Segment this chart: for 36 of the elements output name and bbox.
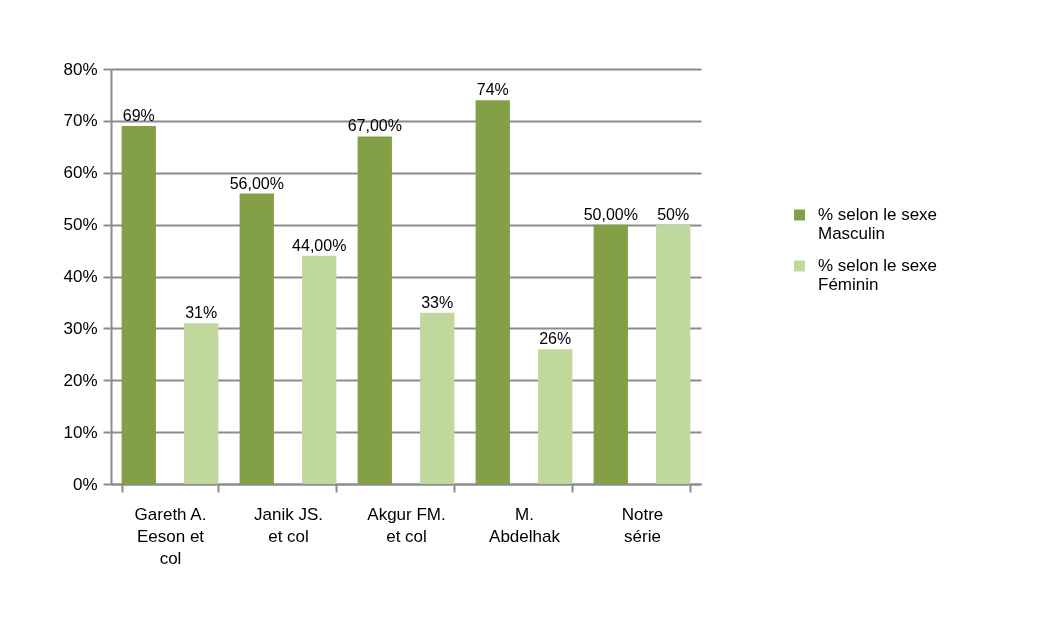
- y-tick-label: 80%: [63, 59, 98, 79]
- bar: [239, 193, 274, 484]
- bar: [302, 255, 337, 484]
- bar: [121, 126, 156, 484]
- bar: [656, 224, 691, 484]
- bar: [593, 224, 628, 484]
- data-label: 67,00%: [347, 117, 402, 135]
- y-tick-label: 60%: [63, 163, 98, 183]
- legend-label: % selon le sexe Féminin: [818, 256, 938, 294]
- legend-label: % selon le sexe Masculin: [818, 205, 938, 243]
- bar: [475, 100, 510, 484]
- y-tick-label: 30%: [63, 318, 98, 338]
- bar: [357, 136, 392, 484]
- data-label: 31%: [185, 304, 218, 322]
- y-tick-label: 20%: [63, 370, 98, 390]
- x-tick-label: Janik JS. et col: [254, 504, 323, 546]
- bar: [538, 349, 573, 484]
- data-label: 56,00%: [229, 174, 284, 192]
- y-tick-label: 40%: [63, 267, 98, 286]
- data-label: 26%: [539, 330, 572, 348]
- y-tick-label: 0%: [72, 474, 98, 494]
- y-tick-label: 70%: [63, 111, 98, 131]
- y-tick-label: 10%: [63, 422, 98, 442]
- x-tick-label: Akgur FM. et col: [367, 504, 446, 546]
- x-tick-label: M. Abdelhak: [489, 504, 561, 546]
- y-tick-label: 50%: [63, 215, 98, 235]
- x-tick-label: Gareth A. Eeson et col: [134, 504, 207, 568]
- data-label: 74%: [476, 81, 509, 99]
- bar: [184, 323, 219, 484]
- data-label: 50%: [657, 205, 690, 223]
- bar: [420, 312, 455, 484]
- data-label: 44,00%: [292, 236, 347, 254]
- data-label: 33%: [421, 293, 454, 311]
- data-label: 50,00%: [583, 205, 638, 223]
- x-tick-label: Notre série: [621, 504, 664, 546]
- data-label: 69%: [122, 107, 155, 125]
